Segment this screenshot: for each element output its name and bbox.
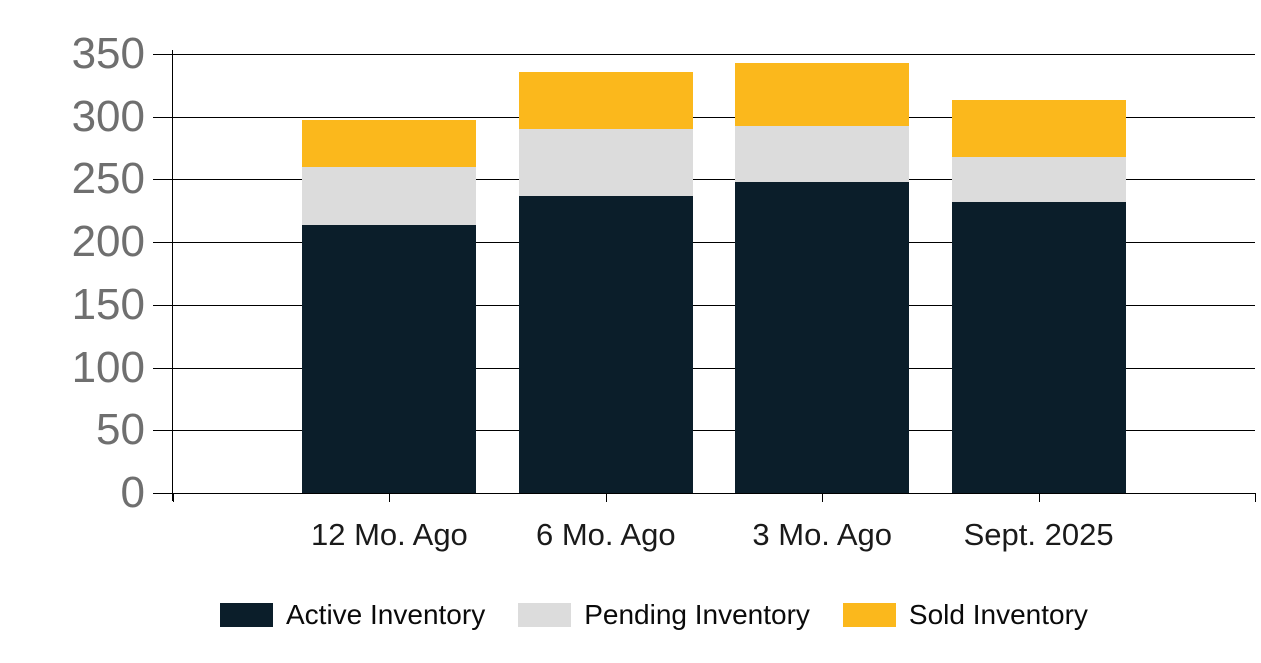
x-axis-tick xyxy=(605,493,607,502)
x-axis-tick xyxy=(1255,493,1256,502)
bar-segment-pending-inventory xyxy=(518,129,693,196)
y-axis-tick-label: 0 xyxy=(120,468,145,517)
y-axis-tick-label: 150 xyxy=(71,280,145,329)
bar-segment-active-inventory xyxy=(951,202,1126,493)
bar-segment-active-inventory xyxy=(735,181,910,493)
bar-6-mo-ago xyxy=(518,71,693,493)
y-axis-tick-label: 200 xyxy=(71,217,145,266)
bar-3-mo-ago xyxy=(735,62,910,493)
active-inventory-swatch-icon xyxy=(220,603,273,627)
bar-segment-pending-inventory xyxy=(951,156,1126,203)
y-axis-tick-label: 300 xyxy=(71,92,145,141)
x-axis-label: 12 Mo. Ago xyxy=(310,517,468,552)
y-axis-tick xyxy=(153,493,173,494)
x-axis-tick xyxy=(822,493,824,502)
x-axis-tick xyxy=(389,493,391,502)
x-axis-line xyxy=(173,493,1255,494)
x-axis-label: 6 Mo. Ago xyxy=(536,517,676,552)
bar-segment-sold-inventory xyxy=(735,62,910,126)
y-axis-tick xyxy=(153,368,173,369)
plot-area xyxy=(173,54,1255,493)
y-axis-tick-label: 100 xyxy=(71,343,145,392)
bar-segment-active-inventory xyxy=(518,195,693,493)
x-axis-tick xyxy=(1038,493,1040,502)
gridline xyxy=(173,54,1255,55)
gridline xyxy=(173,430,1255,431)
bar-segment-sold-inventory xyxy=(518,71,693,130)
gridline xyxy=(173,117,1255,118)
legend-item-sold-inventory: Sold Inventory xyxy=(842,599,1088,630)
legend-label: Sold Inventory xyxy=(908,599,1088,630)
bar-segment-sold-inventory xyxy=(302,120,477,167)
x-axis-label: Sept. 2025 xyxy=(963,517,1114,552)
bar-segment-active-inventory xyxy=(302,224,477,493)
y-axis-line xyxy=(172,50,173,501)
y-axis-tick xyxy=(153,305,173,306)
legend: Active Inventory Pending Inventory Sold … xyxy=(220,601,1088,629)
bar-12-mo-ago xyxy=(302,120,477,493)
y-axis-tick-label: 350 xyxy=(71,29,145,78)
legend-label: Pending Inventory xyxy=(584,599,810,630)
legend-item-pending-inventory: Pending Inventory xyxy=(518,601,810,629)
y-axis-tick xyxy=(153,430,173,431)
bar-sept-2025 xyxy=(951,100,1126,493)
y-axis-tick xyxy=(153,242,173,243)
legend-item-active-inventory: Active Inventory xyxy=(220,601,485,629)
gridline xyxy=(173,242,1255,243)
y-axis-tick xyxy=(153,179,173,180)
y-axis-tick xyxy=(153,54,173,55)
gridline xyxy=(173,305,1255,306)
legend-label: Active Inventory xyxy=(286,599,486,630)
pending-inventory-swatch-icon xyxy=(518,603,572,627)
x-axis-label: 3 Mo. Ago xyxy=(752,517,892,552)
bar-segment-pending-inventory xyxy=(735,125,910,182)
y-axis-tick-label: 50 xyxy=(96,405,145,454)
x-axis-labels: 12 Mo. Ago 6 Mo. Ago 3 Mo. Ago Sept. 2025 xyxy=(173,517,1255,557)
sold-inventory-swatch-icon xyxy=(842,603,896,627)
y-axis-tick xyxy=(153,117,173,118)
bar-segment-pending-inventory xyxy=(302,166,477,225)
x-axis-tick xyxy=(173,493,174,502)
gridline xyxy=(173,179,1255,180)
bar-segment-sold-inventory xyxy=(951,100,1126,157)
y-axis-tick-label: 250 xyxy=(71,154,145,203)
gridline xyxy=(173,368,1255,369)
